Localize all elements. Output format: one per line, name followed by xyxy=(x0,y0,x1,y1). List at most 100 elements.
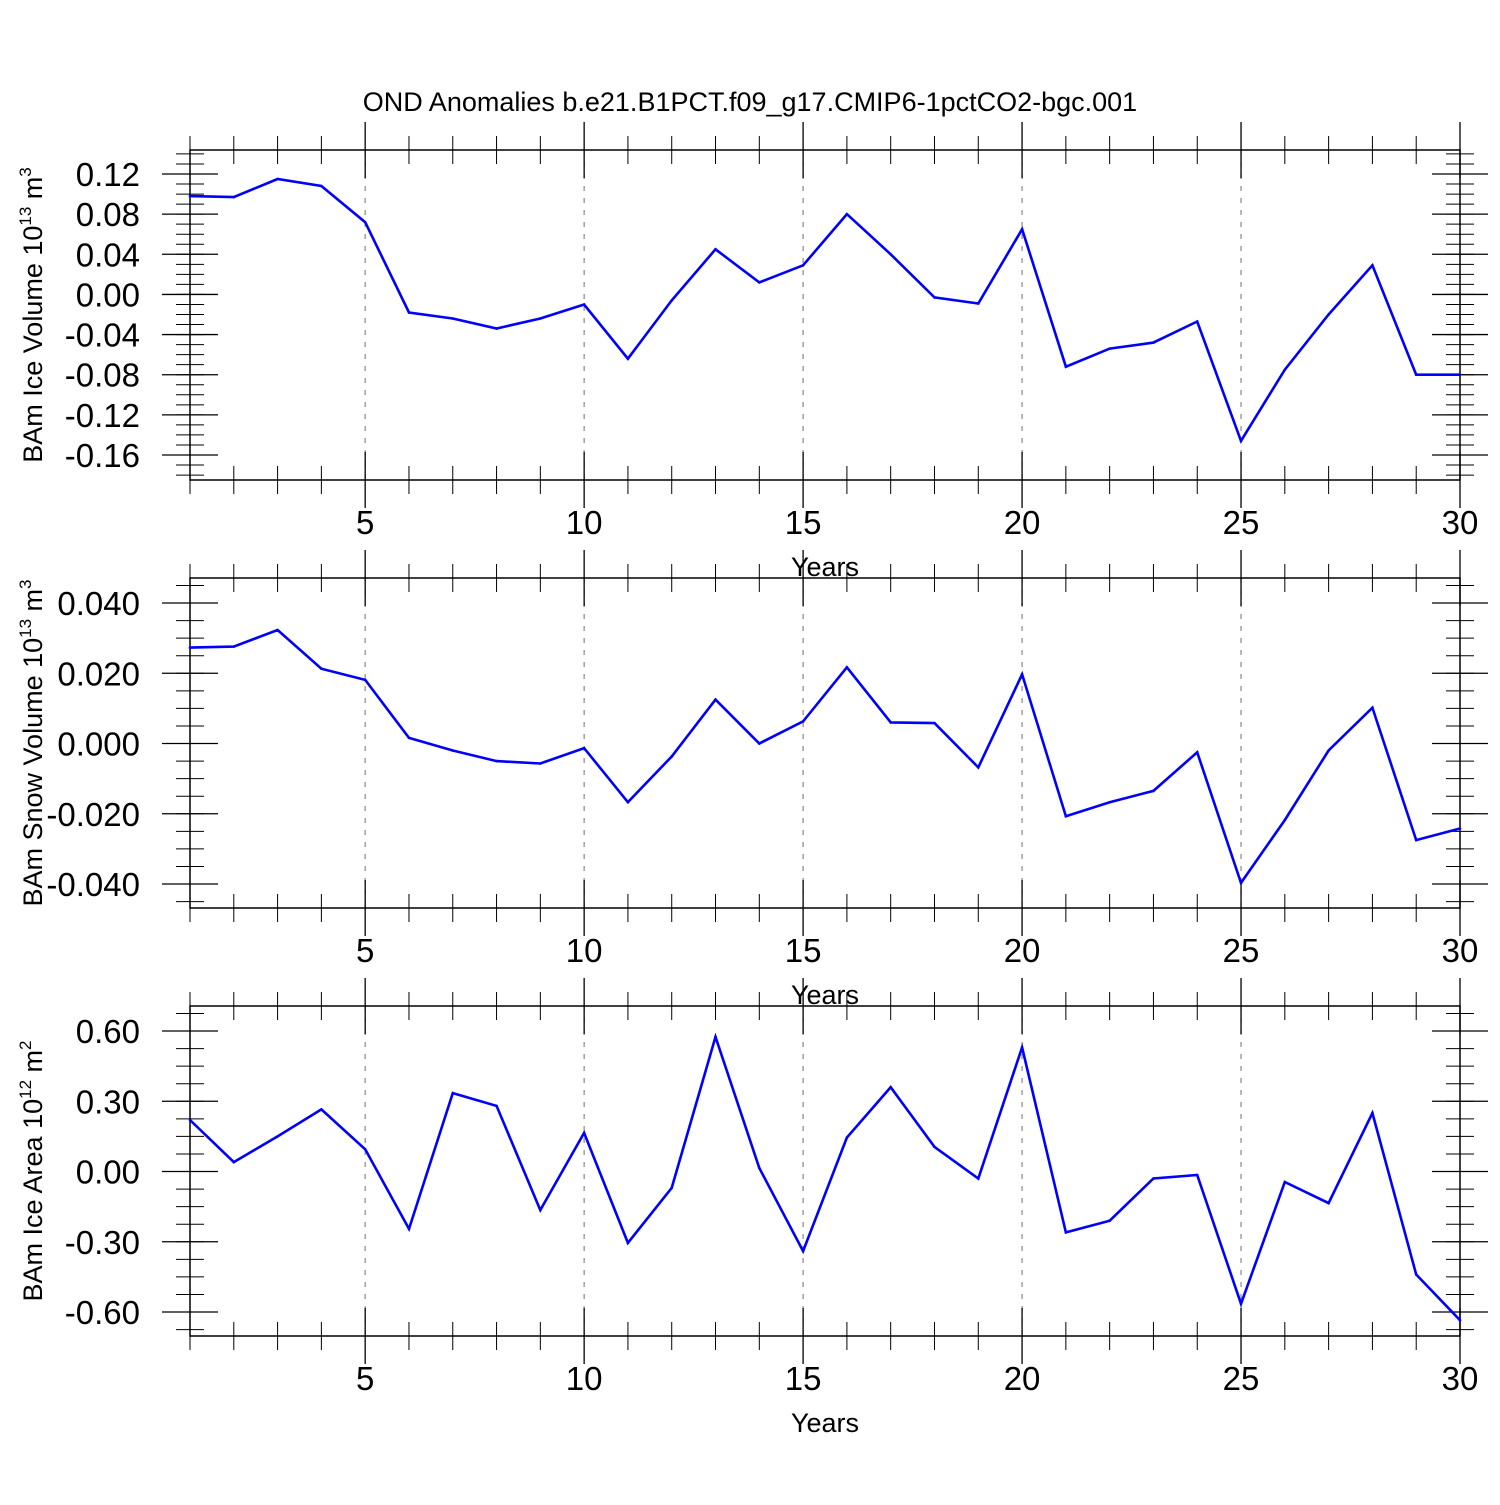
y-tick-label: -0.12 xyxy=(65,397,140,434)
data-point xyxy=(1064,1231,1068,1234)
data-point xyxy=(407,311,411,314)
data-point xyxy=(1327,1201,1330,1205)
data-point xyxy=(1152,1177,1155,1180)
data-point xyxy=(1064,365,1068,368)
data-point xyxy=(714,698,717,701)
y-tick-label: 0.04 xyxy=(76,236,140,273)
data-point xyxy=(976,1177,980,1180)
data-point xyxy=(1064,814,1068,818)
data-point xyxy=(845,1136,849,1139)
x-tick-label: 15 xyxy=(785,932,822,969)
data-point xyxy=(539,1208,542,1212)
x-tick-label: 30 xyxy=(1442,932,1479,969)
data-point xyxy=(495,1104,498,1108)
y-tick-label: -0.040 xyxy=(46,866,140,903)
data-point xyxy=(1239,1302,1243,1306)
y-axis-label-main: BAm Ice Area 10 xyxy=(18,1099,48,1302)
data-point xyxy=(1371,264,1374,267)
series-line xyxy=(189,628,1461,886)
data-point xyxy=(582,746,586,750)
data-point xyxy=(495,759,498,763)
x-tick-label: 15 xyxy=(785,1360,822,1397)
data-point xyxy=(1108,1219,1111,1222)
x-tick-label: 10 xyxy=(566,1360,603,1397)
y-tick-label: 0.040 xyxy=(57,585,140,622)
data-point xyxy=(933,721,936,725)
x-tick-label: 10 xyxy=(566,504,603,541)
data-point xyxy=(451,749,455,752)
data-point xyxy=(1020,227,1024,231)
x-tick-label: 20 xyxy=(1004,1360,1041,1397)
data-point xyxy=(363,220,367,224)
y-axis-label: BAm Ice Area 1012 m2 xyxy=(16,1041,48,1302)
plot-frame xyxy=(189,1005,1461,1337)
data-point xyxy=(845,212,849,216)
data-point xyxy=(845,665,849,669)
x-tick-label: 5 xyxy=(356,932,374,969)
y-tick-label: 0.12 xyxy=(76,156,140,193)
data-point xyxy=(1414,1273,1418,1276)
data-point xyxy=(276,1135,279,1138)
data-point xyxy=(1020,1046,1024,1049)
data-point xyxy=(714,1035,717,1039)
data-point xyxy=(670,1186,674,1190)
data-point xyxy=(933,1145,936,1149)
data-point xyxy=(1414,373,1418,377)
data-point xyxy=(582,303,586,306)
y-tick-label: 0.60 xyxy=(76,1013,140,1050)
data-point xyxy=(1195,320,1199,323)
plot-frame xyxy=(189,149,1461,481)
y-tick-label: 0.30 xyxy=(76,1083,140,1120)
y-axis-label: BAm Ice Volume 1013 m3 xyxy=(16,167,48,463)
x-tick-label: 30 xyxy=(1442,504,1479,541)
data-point xyxy=(976,766,980,769)
x-axis-label: Years xyxy=(791,552,859,582)
data-point xyxy=(495,327,498,330)
data-point xyxy=(320,1108,323,1111)
data-point xyxy=(889,252,892,256)
data-point xyxy=(232,645,236,648)
data-point xyxy=(363,678,367,682)
x-tick-label: 25 xyxy=(1223,504,1260,541)
data-point xyxy=(670,755,674,758)
data-point xyxy=(1239,439,1243,443)
data-point xyxy=(1020,673,1024,676)
data-point xyxy=(582,1131,586,1135)
data-point xyxy=(188,646,192,649)
data-point xyxy=(1152,341,1155,344)
data-point xyxy=(670,299,674,302)
data-point xyxy=(1327,313,1330,316)
data-point xyxy=(1195,750,1199,754)
data-point xyxy=(758,1166,761,1170)
data-point xyxy=(1327,749,1330,752)
data-point xyxy=(451,1091,455,1095)
data-point xyxy=(801,1249,805,1253)
y-tick-label: -0.16 xyxy=(65,437,140,474)
y-tick-label: -0.60 xyxy=(65,1294,140,1331)
data-point xyxy=(320,184,323,188)
data-point xyxy=(1152,789,1155,793)
x-tick-label: 5 xyxy=(356,1360,374,1397)
y-axis-label-exponent: 12 xyxy=(16,1080,35,1099)
y-axis-label-unit: m xyxy=(18,177,48,207)
data-point xyxy=(1283,368,1287,371)
data-point xyxy=(1239,881,1243,885)
y-axis-label-main: BAm Snow Volume 10 xyxy=(18,638,48,907)
y-tick-label: -0.08 xyxy=(65,357,140,394)
x-tick-label: 25 xyxy=(1223,1360,1260,1397)
series-line xyxy=(189,1032,1461,1322)
y-axis-label-unit-exponent: 2 xyxy=(16,1041,35,1050)
data-point xyxy=(626,357,630,360)
data-point xyxy=(933,296,936,299)
y-axis-label-unit-exponent: 3 xyxy=(16,579,35,588)
data-point xyxy=(1195,1173,1199,1177)
x-tick-label: 20 xyxy=(1004,932,1041,969)
x-tick-label: 20 xyxy=(1004,504,1041,541)
data-point xyxy=(976,302,980,305)
data-point xyxy=(407,1227,411,1231)
data-point xyxy=(232,1160,236,1164)
data-point xyxy=(714,247,717,251)
data-point xyxy=(1283,1180,1287,1184)
